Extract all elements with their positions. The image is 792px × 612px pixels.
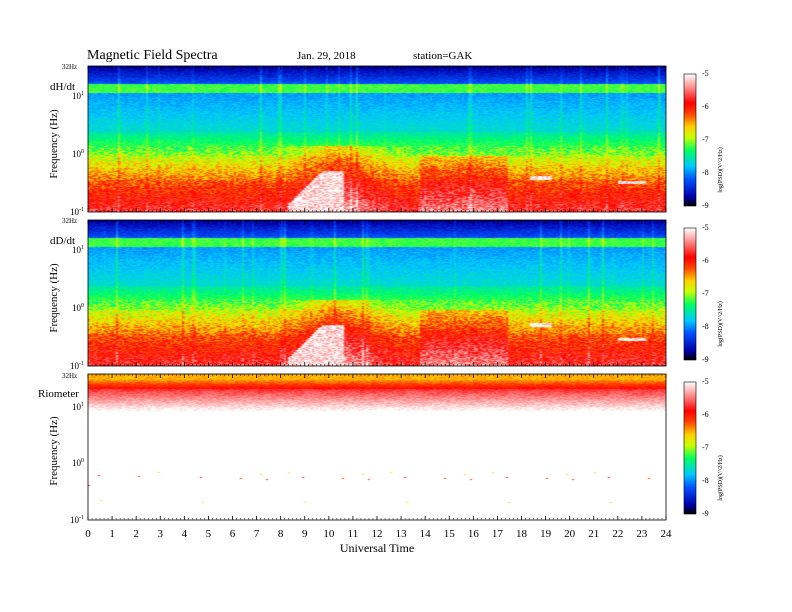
colorbar-label: log(PSD)(V^2/Hz) bbox=[717, 301, 724, 346]
y-tick-label: 101 bbox=[72, 402, 84, 412]
x-tick-label: 17 bbox=[492, 528, 504, 540]
y-tick-label: 10-1 bbox=[70, 361, 84, 371]
x-tick-label: 20 bbox=[564, 528, 576, 540]
colorbar-tick: -6 bbox=[702, 256, 709, 265]
x-tick-label: 18 bbox=[516, 528, 528, 540]
colorbar-tick: -7 bbox=[702, 135, 709, 144]
colorbar-tick: -6 bbox=[702, 102, 709, 111]
spectrogram-dDdt bbox=[88, 220, 666, 366]
colorbar-tick: -7 bbox=[702, 289, 709, 298]
x-tick-label: 21 bbox=[588, 528, 599, 540]
x-tick-label: 3 bbox=[158, 528, 164, 540]
colorbar-tick: -8 bbox=[702, 168, 709, 177]
colorbar-strip bbox=[683, 73, 697, 207]
spectrogram-riometer bbox=[88, 374, 666, 520]
y-tick-label: 101 bbox=[72, 91, 84, 101]
x-tick-label: 2 bbox=[133, 528, 139, 540]
x-tick-label: 7 bbox=[254, 528, 260, 540]
panel-name: Riometer bbox=[38, 388, 79, 400]
colorbar-dHdt: -5 -6 -7 -8 -9 log(PSD)(V^2/Hz) bbox=[683, 69, 724, 210]
x-axis-label: Universal Time bbox=[340, 541, 414, 555]
colorbar-label: log(PSD)(V^2/Hz) bbox=[717, 455, 724, 500]
x-tick-label: 10 bbox=[323, 528, 335, 540]
colorbar-tick: -8 bbox=[702, 322, 709, 331]
top-freq-label: 32Hz bbox=[62, 63, 77, 71]
y-tick-label: 100 bbox=[72, 303, 84, 313]
x-tick-label: 14 bbox=[420, 528, 432, 540]
colorbar-dDdt: -5 -6 -7 -8 -9 log(PSD)(V^2/Hz) bbox=[683, 223, 724, 364]
colorbar-strip bbox=[683, 227, 697, 361]
top-freq-label: 32Hz bbox=[62, 372, 77, 380]
colorbar-tick: -7 bbox=[702, 443, 709, 452]
x-tick-label: 11 bbox=[348, 528, 359, 540]
x-tick-label: 22 bbox=[612, 528, 623, 540]
x-tick-label: 5 bbox=[206, 528, 212, 540]
y-axis-label: Frequency (Hz) bbox=[48, 109, 60, 179]
colorbar-tick: -5 bbox=[702, 69, 709, 78]
y-axis-label: Frequency (Hz) bbox=[48, 263, 60, 333]
station-label: station=GAK bbox=[413, 50, 472, 62]
colorbar-label: log(PSD)(V^2/Hz) bbox=[717, 147, 724, 192]
y-tick-label: 100 bbox=[72, 149, 84, 159]
x-tick-label: 19 bbox=[540, 528, 552, 540]
x-tick-label: 6 bbox=[230, 528, 236, 540]
colorbar-riometer: -5 -6 -7 -8 -9 log(PSD)(V^2/Hz) bbox=[683, 377, 724, 518]
y-tick-label: 101 bbox=[72, 245, 84, 255]
panel-riometer: 32Hz Riometer 101 100 10-1 Frequency (Hz… bbox=[38, 372, 667, 525]
panel-name: dH/dt bbox=[50, 81, 75, 93]
x-tick-label: 9 bbox=[302, 528, 308, 540]
time-ticks bbox=[87, 66, 667, 212]
x-tick-label: 0 bbox=[85, 528, 91, 540]
colorbar-tick: -5 bbox=[702, 223, 709, 232]
x-tick-label: 15 bbox=[444, 528, 456, 540]
y-tick-label: 100 bbox=[72, 458, 84, 468]
time-ticks bbox=[87, 220, 667, 366]
y-tick-label: 10-1 bbox=[70, 207, 84, 217]
top-freq-label: 32Hz bbox=[62, 217, 77, 225]
figure-date: Jan. 29, 2018 bbox=[297, 50, 356, 62]
colorbar-tick: -5 bbox=[702, 377, 709, 386]
panel-dDdt: 32Hz dD/dt 101 100 10-1 Frequency (Hz) bbox=[48, 217, 667, 371]
x-tick-label: 1 bbox=[109, 528, 115, 540]
y-tick-label: 10-1 bbox=[70, 515, 84, 525]
x-tick-label: 12 bbox=[372, 528, 383, 540]
spectrogram-dHdt bbox=[88, 66, 666, 212]
panel-dHdt: 32Hz dH/dt 101 100 10-1 Frequency (Hz) bbox=[48, 63, 667, 217]
colorbar-tick: -9 bbox=[702, 509, 709, 518]
x-tick-label: 16 bbox=[468, 528, 480, 540]
colorbar-tick: -9 bbox=[702, 355, 709, 364]
figure-title: Magnetic Field Spectra bbox=[87, 48, 218, 63]
x-tick-label: 23 bbox=[636, 528, 648, 540]
colorbar-tick: -9 bbox=[702, 201, 709, 210]
x-tick-label: 8 bbox=[278, 528, 284, 540]
x-tick-label: 24 bbox=[661, 528, 673, 540]
y-axis-label: Frequency (Hz) bbox=[48, 416, 60, 486]
x-tick-label: 13 bbox=[396, 528, 408, 540]
colorbar-tick: -6 bbox=[702, 410, 709, 419]
colorbar-strip bbox=[683, 381, 697, 515]
x-tick-labels: 0 1 2 3 4 5 6 7 8 9 10 11 12 13 14 15 16 17 18 19 20 21 22 23 24 bbox=[85, 528, 672, 540]
x-tick-label: 4 bbox=[182, 528, 188, 540]
panel-name: dD/dt bbox=[50, 235, 75, 247]
colorbar-tick: -8 bbox=[702, 476, 709, 485]
time-ticks bbox=[87, 374, 667, 520]
